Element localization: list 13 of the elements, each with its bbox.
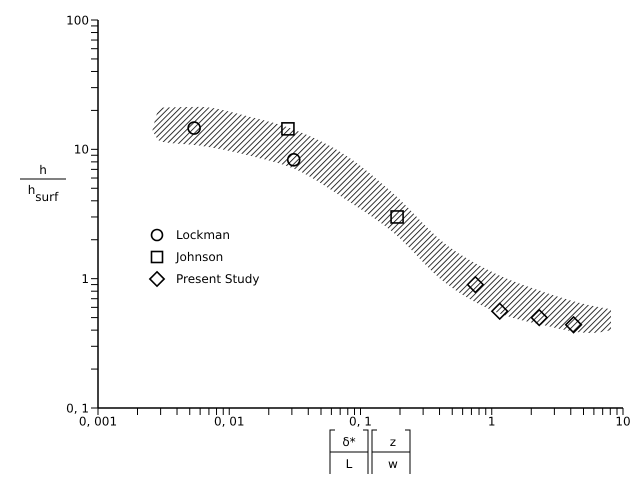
y-tick-label: 0, 1 xyxy=(66,401,89,416)
text: δ* z L w xyxy=(342,435,398,471)
y-tick-label: 10 xyxy=(74,142,89,157)
legend-label: Johnson xyxy=(176,250,224,264)
legend-label: Present Study xyxy=(176,272,260,286)
legend-label: Lockman xyxy=(176,228,230,242)
x-tick-label: 10 xyxy=(615,414,631,429)
y-tick-label: 100 xyxy=(66,13,89,28)
x-tick-label: 0, 001 xyxy=(78,414,118,429)
x-tick-label: 0, 01 xyxy=(214,414,245,429)
x-tick-label: 1 xyxy=(488,414,496,429)
x-tick-label: 0, 1 xyxy=(349,414,372,429)
y-tick-label: 1 xyxy=(81,272,89,286)
